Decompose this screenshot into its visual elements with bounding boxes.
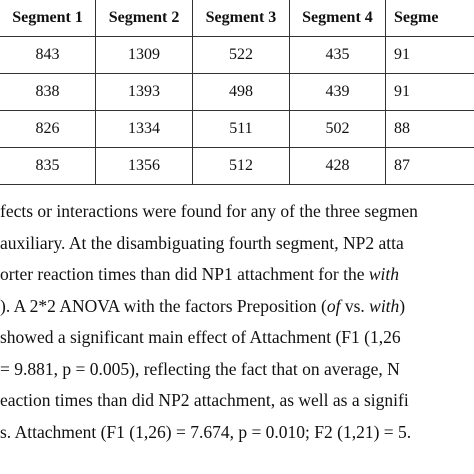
table-cell: 439 [289, 73, 387, 111]
table-cell: 91 [385, 73, 474, 111]
table-row: 826 1334 511 502 88 [0, 110, 474, 148]
line-text: = 9.881, p = 0.005), reflecting the fact… [0, 358, 400, 379]
table-cell: 91 [385, 36, 474, 74]
header-segment-5: Segme [385, 0, 474, 37]
table-row: 843 1309 522 435 91 [0, 36, 474, 74]
italic-term: with [368, 264, 399, 284]
line-text: s. Attachment (F1 (1,26) = 7.674, p = 0.… [0, 421, 412, 442]
line-text: fects or interactions were found for any… [0, 201, 418, 221]
italic-term: of [326, 295, 341, 316]
reaction-time-table: Segment 1 Segment 2 Segment 3 Segment 4 … [0, 0, 474, 185]
table-cell: 1334 [95, 110, 193, 148]
results-table-region: Segment 1 Segment 2 Segment 3 Segment 4 … [0, 0, 474, 185]
table-cell: 835 [0, 147, 97, 185]
header-segment-4: Segment 4 [289, 0, 387, 37]
header-segment-3: Segment 3 [192, 0, 290, 37]
italic-term: with [369, 295, 400, 316]
header-segment-1: Segment 1 [0, 0, 97, 37]
table-cell: 843 [0, 36, 97, 74]
line-text: showed a significant main effect of Atta… [0, 327, 401, 347]
line-text: orter reaction times than did NP1 attach… [0, 264, 369, 284]
line-text: ). A 2*2 ANOVA with the factors Preposit… [0, 295, 327, 316]
paragraph-line: showed a significant main effect of Atta… [0, 322, 474, 354]
line-text: eaction times than did NP2 attachment, a… [0, 390, 409, 410]
line-text: vs. [340, 295, 370, 316]
table-row: 835 1356 512 428 87 [0, 147, 474, 185]
line-text: auxiliary. At the disambiguating fourth … [0, 232, 404, 253]
paragraph-line: s. Attachment (F1 (1,26) = 7.674, p = 0.… [0, 417, 474, 449]
table-cell: 88 [385, 110, 474, 148]
table-row: 838 1393 498 439 91 [0, 73, 474, 111]
paragraph-line: eaction times than did NP2 attachment, a… [0, 385, 474, 417]
table-cell: 838 [0, 73, 97, 111]
table-cell: 435 [289, 36, 387, 74]
paragraph-line: ). A 2*2 ANOVA with the factors Preposit… [0, 291, 474, 323]
table-cell: 1309 [95, 36, 193, 74]
header-segment-2: Segment 2 [95, 0, 193, 37]
table-cell: 1393 [95, 73, 193, 111]
table-header-row: Segment 1 Segment 2 Segment 3 Segment 4 … [0, 0, 474, 37]
line-text: ) [399, 295, 406, 316]
table-cell: 522 [192, 36, 290, 74]
table-cell: 826 [0, 110, 97, 148]
table-cell: 512 [192, 147, 290, 185]
table-cell: 1356 [95, 147, 193, 185]
table-cell: 87 [385, 147, 474, 185]
paragraph-line: fects or interactions were found for any… [0, 196, 474, 228]
paragraph-line: auxiliary. At the disambiguating fourth … [0, 228, 474, 260]
table-cell: 498 [192, 73, 290, 111]
paragraph-line: orter reaction times than did NP1 attach… [0, 259, 474, 291]
table-cell: 502 [289, 110, 387, 148]
table-cell: 511 [192, 110, 290, 148]
body-paragraph: fects or interactions were found for any… [0, 196, 474, 448]
paragraph-line: = 9.881, p = 0.005), reflecting the fact… [0, 354, 474, 386]
table-cell: 428 [289, 147, 387, 185]
